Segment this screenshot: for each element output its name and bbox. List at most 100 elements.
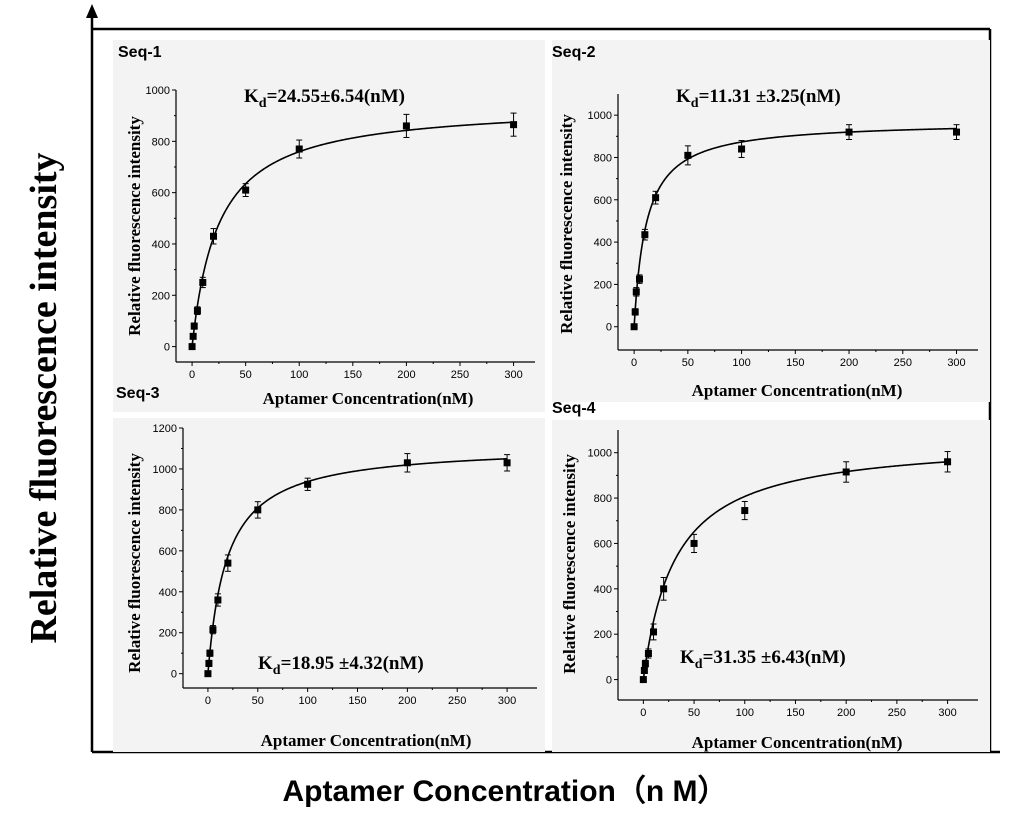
y-tick-label: 600 [159, 546, 177, 558]
x-tick-label: 0 [189, 369, 195, 381]
y-tick-label: 400 [594, 584, 612, 596]
data-point [639, 676, 647, 684]
x-tick-label: 50 [682, 357, 694, 369]
x-tick-label: 0 [631, 357, 637, 369]
data-point [510, 121, 518, 129]
y-tick-label: 0 [606, 675, 612, 687]
x-tick-label: 100 [732, 357, 750, 369]
data-point [741, 507, 749, 515]
data-point [295, 145, 303, 153]
y-tick-label: 400 [159, 587, 177, 599]
y-tick-label: 200 [594, 629, 612, 641]
x-tick-label: 150 [344, 369, 362, 381]
panel-tag: Seq-2 [552, 44, 596, 61]
x-tick-label: 50 [240, 369, 252, 381]
panel-background [113, 418, 545, 752]
x-tick-label: 200 [397, 369, 415, 381]
data-point [193, 307, 201, 315]
figure-x-axis-label: Aptamer Concentration（n M） [282, 774, 727, 808]
data-point [660, 585, 668, 593]
panel-seq-4: 0 200 400 600 800 1000 0 50 100 150 200 250 300 Seq-4… [552, 400, 990, 752]
panel-seq-2: 0 200 400 600 800 1000 0 50 100 150 200 250 300 Seq-2… [552, 40, 990, 402]
y-tick-label: 800 [159, 505, 177, 517]
kd-subscript: d [273, 663, 281, 678]
y-tick-label: 1000 [146, 85, 170, 97]
y-tick-label: 400 [594, 237, 612, 249]
y-tick-label: 600 [594, 538, 612, 550]
data-point [842, 468, 850, 476]
kd-annotation: Kd=31.35 ±6.43(nM) [680, 647, 846, 672]
kd-symbol: K [244, 86, 259, 107]
data-point [204, 670, 212, 678]
data-point [641, 660, 649, 668]
x-tick-label: 250 [894, 357, 912, 369]
x-tick-label: 100 [298, 695, 316, 707]
panel-x-axis-label: Aptamer Concentration(nM) [692, 733, 903, 752]
y-tick-label: 800 [594, 493, 612, 505]
data-point [944, 458, 952, 466]
y-tick-label: 800 [152, 136, 170, 148]
panel-tag: Seq-3 [116, 385, 160, 402]
panel-y-axis-label: Relative fluorescence intensity [125, 116, 144, 336]
y-tick-label: 0 [171, 669, 177, 681]
x-tick-label: 150 [786, 707, 804, 719]
y-tick-label: 1000 [153, 464, 177, 476]
data-point [845, 128, 853, 136]
panel-x-axis-label: Aptamer Concentration(nM) [263, 389, 474, 408]
x-tick-label: 300 [947, 357, 965, 369]
x-tick-label: 200 [837, 707, 855, 719]
kd-symbol: K [676, 86, 691, 107]
kd-subscript: d [691, 96, 699, 111]
kd-subscript: d [259, 96, 267, 111]
kd-value: =18.95 ±4.32(nM) [281, 653, 424, 674]
panel-background [552, 40, 990, 402]
panel-x-axis-label: Aptamer Concentration(nM) [261, 731, 472, 750]
data-point [640, 667, 648, 675]
y-tick-label: 400 [152, 239, 170, 251]
x-tick-label: 250 [888, 707, 906, 719]
data-point [210, 232, 218, 240]
data-point [242, 186, 250, 194]
data-point [641, 231, 649, 239]
kd-symbol: K [258, 653, 273, 674]
data-point [189, 332, 197, 340]
y-tick-label: 600 [594, 195, 612, 207]
data-point [635, 275, 643, 283]
y-tick-label: 200 [152, 290, 170, 302]
panel-y-axis-label: Relative fluorescence intensity [125, 453, 144, 673]
data-point [690, 539, 698, 547]
data-point [631, 308, 639, 316]
panel-background [552, 420, 990, 752]
data-point [209, 626, 217, 634]
data-point [503, 459, 511, 467]
y-tick-label: 200 [159, 628, 177, 640]
data-point [684, 151, 692, 159]
data-point [214, 596, 222, 604]
data-point [205, 659, 213, 667]
x-tick-label: 0 [640, 707, 646, 719]
y-tick-label: 1200 [153, 423, 177, 435]
data-point [953, 128, 961, 136]
x-tick-label: 300 [938, 707, 956, 719]
data-point [304, 480, 312, 488]
figure-y-axis-label: Relative fluorescence intensity [23, 152, 65, 643]
kd-annotation: Kd=24.55±6.54(nM) [244, 86, 405, 111]
x-tick-label: 0 [205, 695, 211, 707]
x-tick-label: 100 [290, 369, 308, 381]
data-point [188, 343, 196, 351]
data-point [630, 323, 638, 331]
y-tick-label: 0 [606, 322, 612, 334]
kd-value: =31.35 ±6.43(nM) [703, 647, 846, 668]
x-tick-label: 300 [498, 695, 516, 707]
data-point [190, 322, 198, 330]
x-tick-label: 250 [451, 369, 469, 381]
data-point [254, 506, 262, 514]
kd-subscript: d [695, 657, 703, 672]
frame-arrow-icon [86, 4, 98, 18]
x-tick-label: 50 [688, 707, 700, 719]
x-tick-label: 100 [736, 707, 754, 719]
data-point [644, 649, 652, 657]
kd-value: =24.55±6.54(nM) [267, 86, 405, 107]
data-point [206, 649, 214, 657]
data-point [403, 459, 411, 467]
